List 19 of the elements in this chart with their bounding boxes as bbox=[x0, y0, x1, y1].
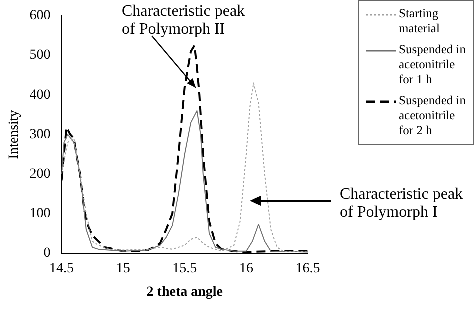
y-tick-label: 400 bbox=[30, 88, 51, 103]
legend-label: Starting material bbox=[399, 6, 440, 36]
x-tick-label: 15 bbox=[116, 261, 130, 276]
y-axis-title: Intensity bbox=[7, 110, 22, 160]
y-tick-label: 500 bbox=[30, 48, 51, 64]
y-tick-label: 200 bbox=[30, 166, 51, 182]
legend-label: Suspended in acetonitrile for 1 h bbox=[399, 42, 467, 87]
x-tick-label: 15.5 bbox=[172, 261, 198, 276]
y-tick-label: 300 bbox=[30, 127, 51, 142]
y-tick-label: 100 bbox=[30, 206, 51, 222]
legend-label: Suspended in acetonitrile for 2 h bbox=[399, 94, 467, 138]
x-tick-label: 14.5 bbox=[50, 261, 74, 276]
text: Characteristic peak of Polymorph I bbox=[340, 186, 464, 222]
y-tick-label: 600 bbox=[30, 8, 51, 24]
x-axis-title: 2 theta angle bbox=[146, 285, 224, 300]
annotation: Characteristic peak of Polymorph II bbox=[122, 3, 246, 38]
x-tick-label: 16 bbox=[239, 261, 254, 276]
x-tick-label: 16.5 bbox=[296, 261, 320, 276]
y-tick-label: 0 bbox=[44, 246, 51, 262]
